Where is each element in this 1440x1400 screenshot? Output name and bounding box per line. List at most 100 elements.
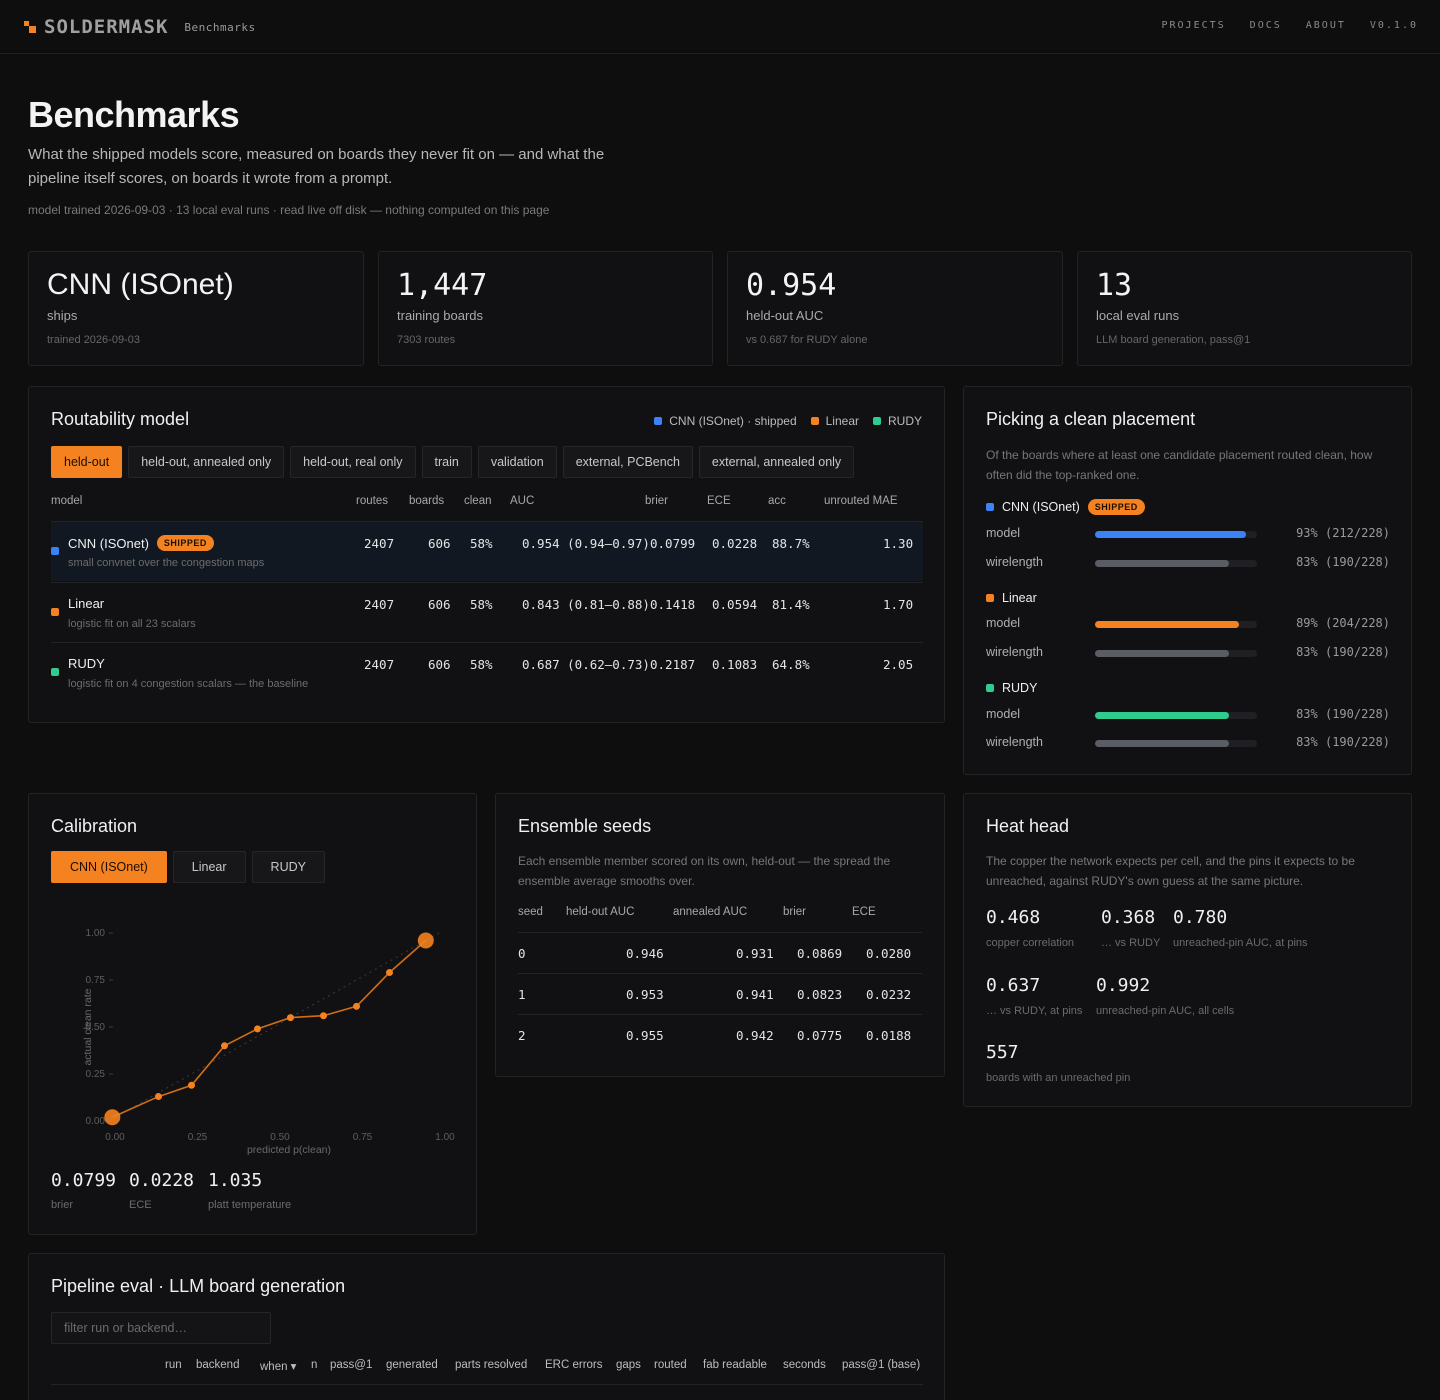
column-header-run[interactable]: run [165, 1359, 182, 1371]
placement-card: Picking a clean placement Of the boards … [963, 386, 1412, 775]
tab-external-pcbench[interactable]: external, PCBench [562, 446, 693, 478]
calibration-chart: 0.00 0.25 0.50 0.75 1.00 0.00 0.25 0.50 0.75 1.00… [82, 928, 455, 1156]
stat-note: 7303 routes [397, 334, 456, 346]
nav-version[interactable]: V0.1.0 [1369, 20, 1418, 31]
model-desc: small convnet over the congestion maps [68, 557, 265, 569]
column-header-boards[interactable]: boards [409, 495, 445, 507]
cell-auc: 0.954 (0.94–0.97) [522, 536, 650, 551]
tab-train[interactable]: train [421, 446, 472, 478]
column-header-seconds[interactable]: seconds [783, 1359, 826, 1371]
tab-held-out[interactable]: held-out [51, 446, 123, 478]
model-desc: logistic fit on all 23 scalars [68, 618, 196, 630]
x-tick-label: 0.50 [270, 1132, 290, 1143]
logo[interactable]: SOLDERMASK Benchmarks [24, 16, 256, 38]
ensemble-card: Ensemble seeds Each ensemble member scor… [495, 793, 945, 1077]
cell-seed: 1 [518, 987, 526, 1002]
progress-track [1095, 621, 1257, 628]
column-header-ece[interactable]: ECE [707, 495, 731, 507]
cell-brier: 0.0799 [650, 536, 696, 551]
column-header-model[interactable]: model [51, 495, 83, 507]
nav-about[interactable]: ABOUT [1305, 20, 1346, 31]
calibration-tabs: CNN (ISOnet) Linear RUDY [51, 851, 325, 883]
placement-row: wirelength 83% (190/228) [986, 553, 1390, 573]
stat-label: unreached-pin AUC, at pins [1173, 937, 1308, 949]
calibration-point [254, 1025, 261, 1033]
calibration-point [155, 1093, 162, 1101]
column-header-mae[interactable]: unrouted MAE [824, 495, 898, 507]
column-header-pass1[interactable]: pass@1 [330, 1359, 373, 1371]
tab-external-annealed[interactable]: external, annealed only [698, 446, 855, 478]
column-header-routes[interactable]: routes [356, 495, 388, 507]
column-header-n[interactable]: n [311, 1359, 318, 1371]
cell-heldout-auc: 0.946 [626, 946, 664, 961]
column-header-clean[interactable]: clean [464, 495, 492, 507]
legend-label: RUDY [887, 414, 922, 428]
column-header-when[interactable]: when ▾ [260, 1361, 297, 1373]
shipped-badge: SHIPPED [1087, 499, 1145, 515]
page-subtitle: What the shipped models score, measured … [28, 146, 605, 187]
column-header-seed[interactable]: seed [518, 906, 543, 918]
cell-ece: 0.0280 [866, 946, 912, 961]
column-header-gaps[interactable]: gaps [616, 1359, 641, 1371]
cell-routes: 2407 [364, 657, 395, 672]
column-header-heldout-auc[interactable]: held-out AUC [566, 906, 635, 918]
card-description: Each ensemble member scored on its own, … [518, 854, 891, 888]
stat-value: 557 [986, 1042, 1019, 1063]
column-header-backend[interactable]: backend [196, 1359, 240, 1371]
cell-brier: 0.2187 [650, 657, 696, 672]
nav-projects[interactable]: PROJECTS [1161, 20, 1226, 31]
column-header-auc[interactable]: AUC [510, 495, 535, 507]
column-header-brier[interactable]: brier [645, 495, 669, 507]
column-header-brier[interactable]: brier [783, 906, 807, 918]
legend-swatch [872, 417, 881, 425]
stat-value: 0.992 [1096, 975, 1151, 996]
tab-linear[interactable]: Linear [172, 851, 246, 883]
card-description: The copper the network expects per cell,… [986, 854, 1355, 888]
y-tick-label: 0.25 [86, 1069, 106, 1080]
x-tick-label: 1.00 [435, 1132, 455, 1143]
column-header-erc-errors[interactable]: ERC errors [545, 1359, 603, 1371]
tab-cnn[interactable]: CNN (ISOnet) [51, 851, 167, 883]
nav-docs[interactable]: DOCS [1249, 20, 1282, 31]
calibration-point [188, 1081, 195, 1089]
progress-fill [1095, 560, 1230, 567]
legend-swatch [810, 417, 819, 425]
card-title: Calibration [51, 816, 138, 836]
tab-held-out-annealed[interactable]: held-out, annealed only [128, 446, 285, 478]
stat-label: copper correlation [986, 937, 1075, 949]
cell-seed: 2 [518, 1028, 526, 1043]
column-header-ece[interactable]: ECE [852, 906, 876, 918]
table-row[interactable]: CNN (ISOnet) SHIPPED small convnet over t… [51, 521, 923, 581]
tab-rudy[interactable]: RUDY [251, 851, 325, 883]
column-header-generated[interactable]: generated [386, 1359, 438, 1371]
pipeline-card: Pipeline eval · LLM board generation run… [28, 1253, 945, 1400]
filter-input[interactable] [51, 1312, 271, 1344]
table-row[interactable]: RUDY logistic fit on 4 congestion scalar… [51, 642, 923, 702]
column-header-fab-readable[interactable]: fab readable [703, 1359, 767, 1371]
stat-value: 0.368 [1101, 907, 1156, 928]
cell-clean: 58% [470, 536, 493, 551]
table-row: 2 0.955 0.942 0.0775 0.0188 [518, 1014, 922, 1055]
placement-group-rudy: RUDY [986, 681, 1037, 695]
cell-ece: 0.0594 [712, 597, 758, 612]
tab-held-out-real[interactable]: held-out, real only [290, 446, 416, 478]
column-header-parts-resolved[interactable]: parts resolved [455, 1359, 528, 1371]
column-header-pass1-base[interactable]: pass@1 (base) [842, 1359, 921, 1371]
progress-fill [1095, 650, 1230, 657]
legend-item-linear: Linear [810, 414, 859, 428]
cell-brier: 0.1418 [650, 597, 696, 612]
table-row[interactable]: Linear logistic fit on all 23 scalars 24… [51, 582, 923, 642]
row-value: 93% (212/228) [1296, 526, 1390, 540]
stat-label: boards with an unreached pin [986, 1072, 1131, 1084]
page-title: Benchmarks [28, 94, 240, 135]
card-title: Heat head [986, 816, 1070, 836]
row-value: 83% (190/228) [1296, 645, 1390, 659]
column-header-routed[interactable]: routed [654, 1359, 687, 1371]
row-label: wirelength [986, 645, 1043, 659]
stat-label: ships [47, 308, 78, 323]
card-title: Ensemble seeds [518, 816, 652, 836]
tab-validation[interactable]: validation [477, 446, 557, 478]
column-header-acc[interactable]: acc [768, 495, 786, 507]
cell-ece: 0.0232 [866, 987, 912, 1002]
column-header-annealed-auc[interactable]: annealed AUC [673, 906, 748, 918]
